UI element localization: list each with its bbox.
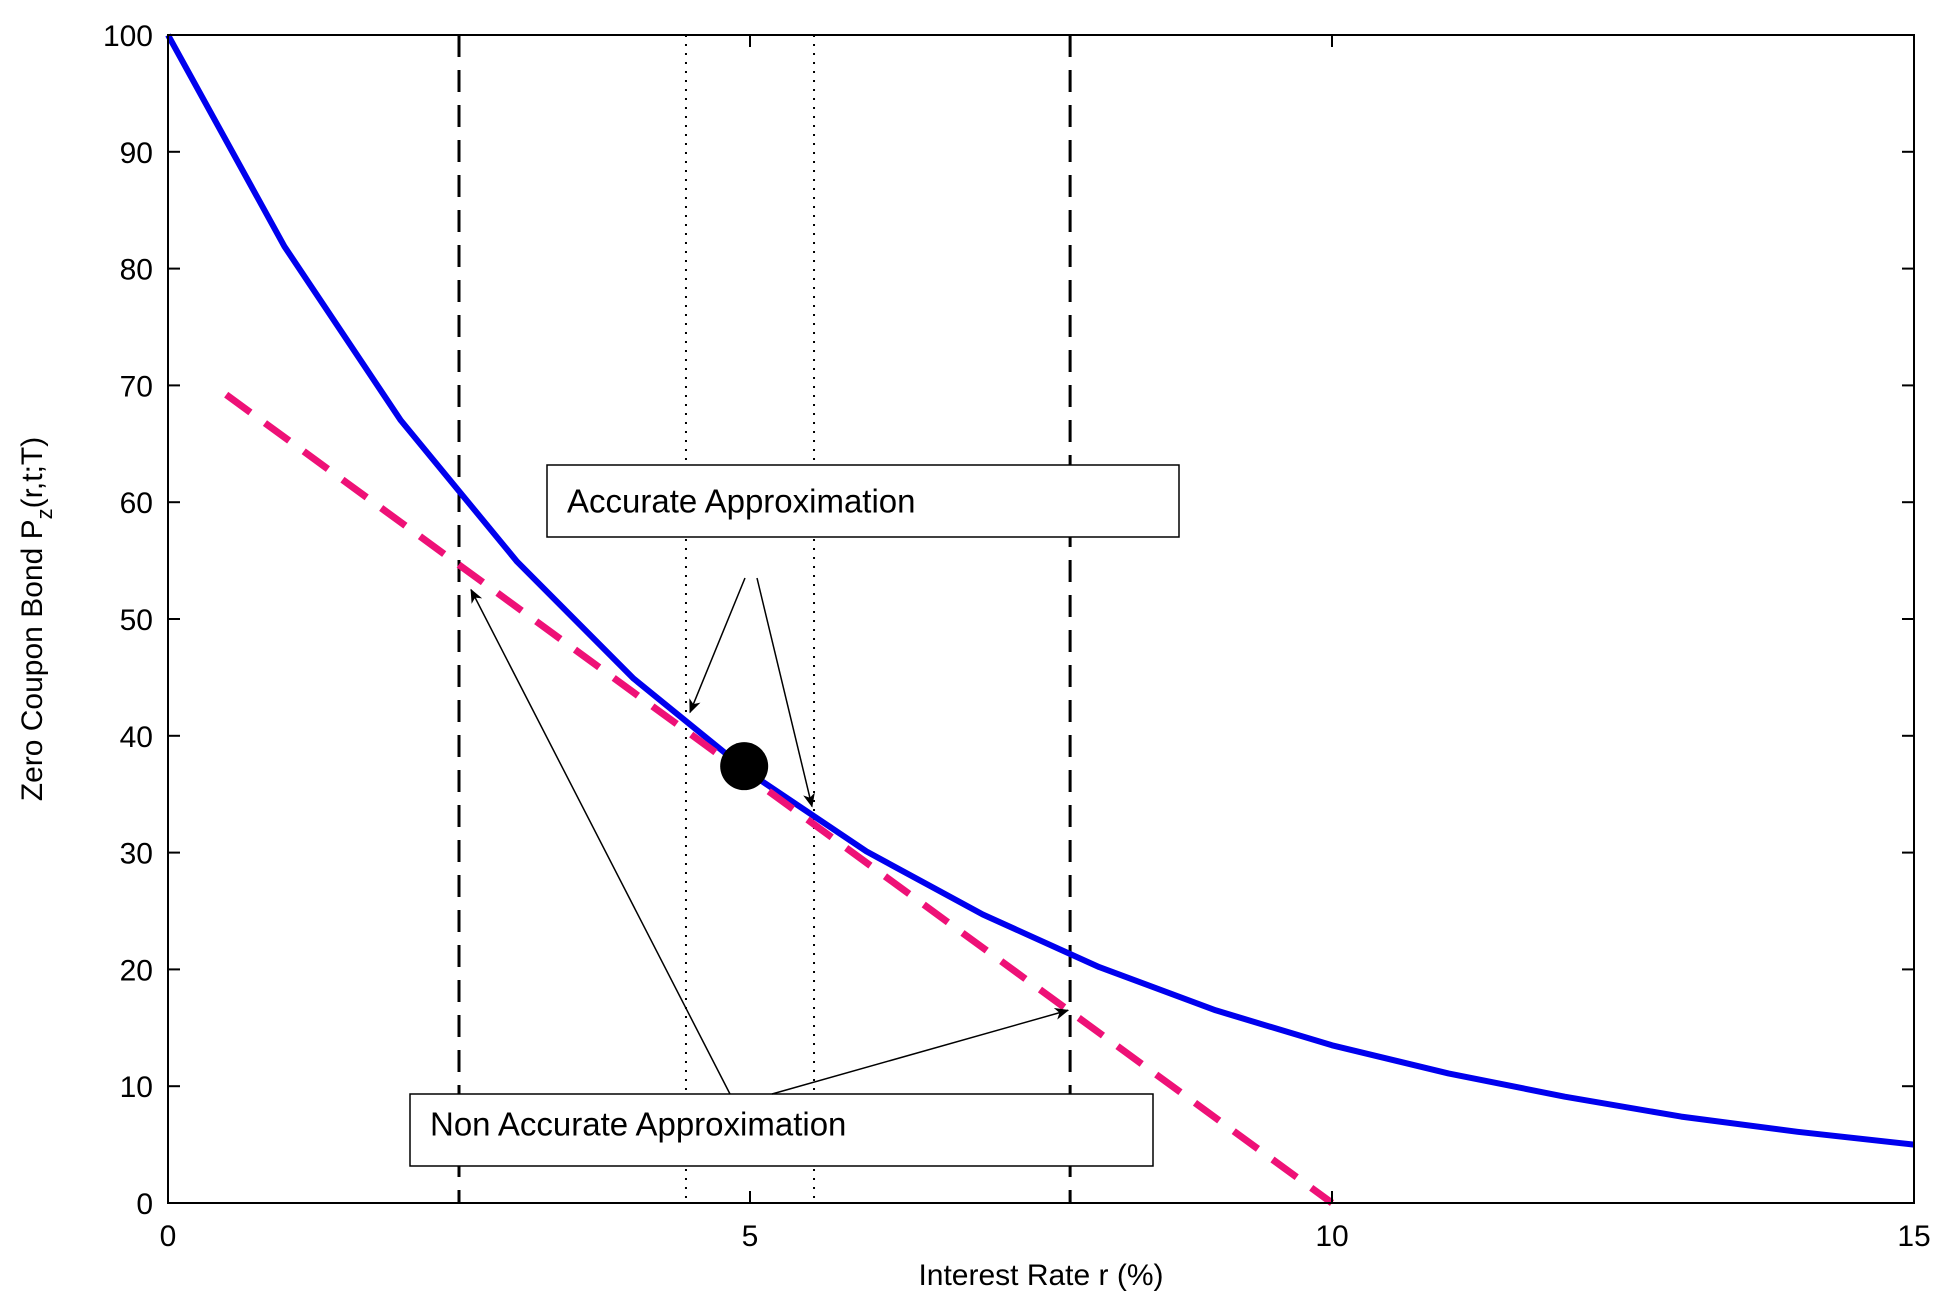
y-tick-label: 70 [120, 370, 153, 403]
y-tick-label: 50 [120, 604, 153, 637]
x-tick-label: 0 [160, 1220, 177, 1253]
y-tick-label: 10 [120, 1071, 153, 1104]
y-tick-label: 40 [120, 721, 153, 754]
y-axis-title: Zero Coupon Bond Pz(r,t;T) [16, 437, 57, 802]
annotation-arrow [771, 1008, 1070, 1095]
ticks-layer: 0 5 10 15 0 10 20 30 40 50 60 70 80 90 100 [103, 20, 1931, 1253]
annotation-arrow [756, 577, 815, 808]
tangent-point-marker [720, 742, 769, 791]
x-axis-title: Interest Rate r (%) [918, 1259, 1163, 1292]
annotation-box-accurate [546, 464, 1180, 538]
annotation-text-non-accurate: Non Accurate Approximation [430, 1106, 846, 1143]
annotation-box-non-accurate [409, 1093, 1154, 1167]
y-tick-label: 30 [120, 838, 153, 871]
tangent-line [224, 391, 1335, 1206]
y-tick-label: 20 [120, 954, 153, 987]
x-tick-label: 5 [742, 1220, 759, 1253]
annotation-arrow [470, 588, 731, 1095]
y-tick-label: 90 [120, 137, 153, 170]
plot-frame [167, 34, 1915, 1204]
y-tick-label: 60 [120, 487, 153, 520]
y-tick-label: 0 [136, 1188, 153, 1221]
y-tick-label: 100 [103, 20, 153, 53]
bond-price-curve [165, 33, 1915, 1148]
annotation-layer: Accurate Approximation Non Accurate Appro… [409, 464, 1180, 1167]
series-layer [165, 33, 1915, 1206]
x-tick-label: 15 [1897, 1220, 1930, 1253]
annotation-arrow [689, 577, 746, 714]
y-tick-label: 80 [120, 254, 153, 287]
reference-lines [457, 35, 1072, 1203]
x-tick-label: 10 [1315, 1220, 1348, 1253]
annotation-text-accurate: Accurate Approximation [567, 483, 916, 520]
